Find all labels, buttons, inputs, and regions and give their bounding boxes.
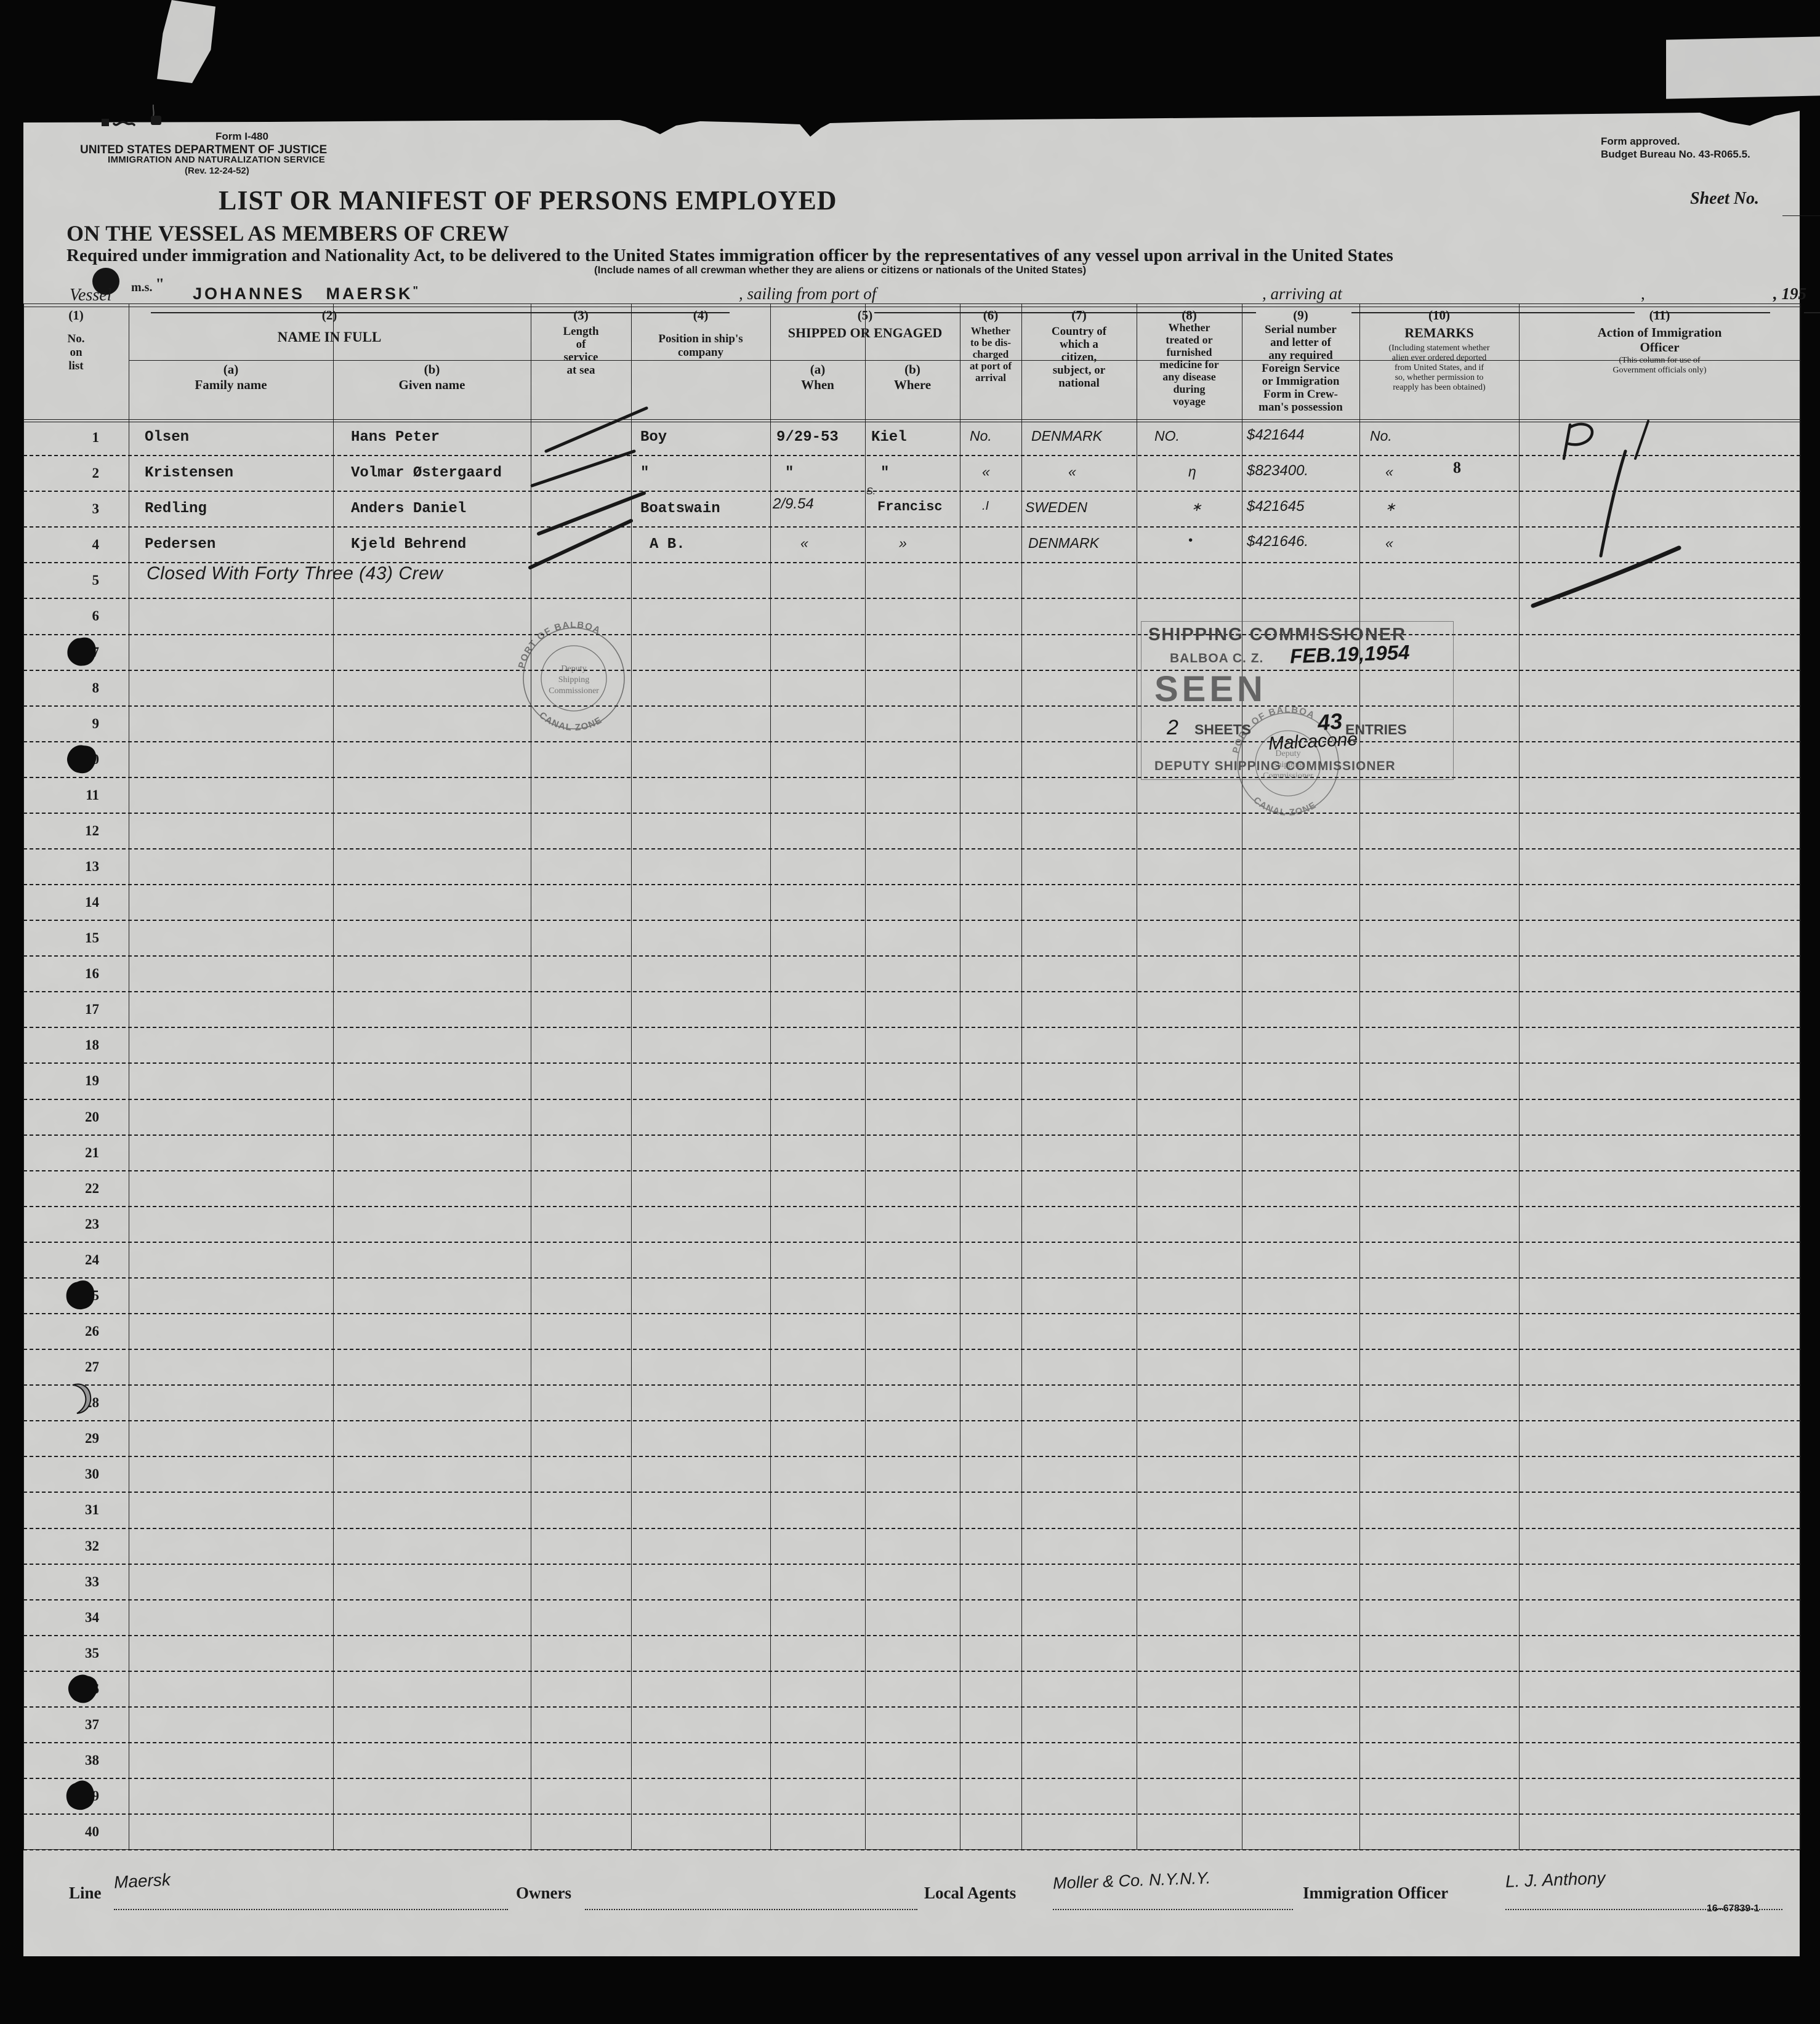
- svg-text:Shipping: Shipping: [558, 675, 590, 685]
- svg-text:Shipping: Shipping: [1273, 760, 1304, 769]
- svg-text:Deputy: Deputy: [1275, 749, 1300, 758]
- svg-text:Commissioner: Commissioner: [549, 686, 599, 696]
- svg-text:Deputy: Deputy: [561, 664, 586, 673]
- svg-text:PORT OF BALBOA: PORT OF BALBOA: [1231, 707, 1317, 755]
- svg-text:CANAL ZONE: CANAL ZONE: [1251, 795, 1318, 817]
- svg-text:CANAL ZONE: CANAL ZONE: [537, 710, 604, 733]
- svg-text:Commissioner: Commissioner: [1263, 771, 1313, 781]
- svg-text:PORT OF BALBOA: PORT OF BALBOA: [517, 622, 603, 670]
